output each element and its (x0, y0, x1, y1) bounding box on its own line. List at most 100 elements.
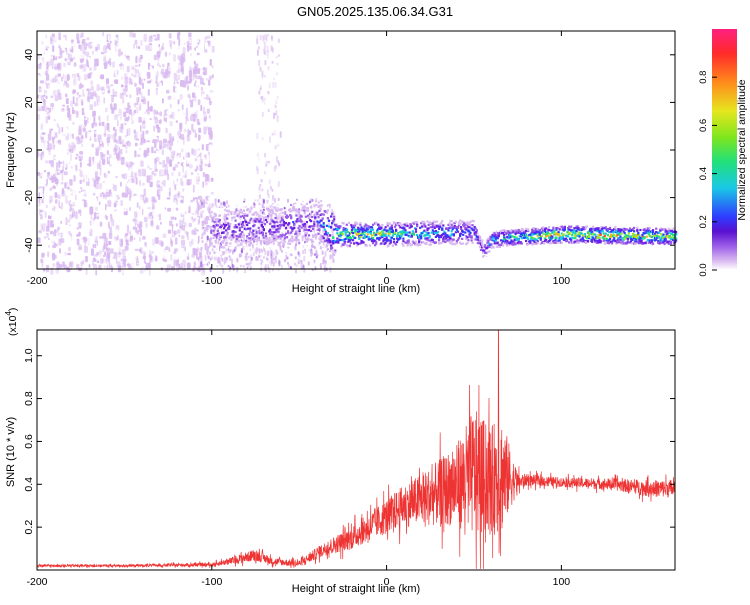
spectrogram-cell (151, 170, 155, 175)
spectrogram-cell (143, 188, 146, 196)
spectrogram-ridge-cell (464, 223, 467, 226)
spectrogram-cell (50, 54, 53, 57)
spectrogram-cell (261, 70, 264, 78)
spectrogram-cell (169, 104, 172, 110)
spectrogram-ridge-cell (252, 229, 255, 232)
spectrogram-cell (41, 167, 44, 174)
spectrogram-ridge-cell (319, 207, 322, 210)
spectrogram-cell (37, 37, 41, 41)
spectrogram-ridge-cell (274, 217, 277, 220)
spectrogram-cell (125, 150, 128, 154)
spectrogram-cell (103, 54, 106, 58)
spectrogram-ridge-cell (254, 220, 257, 223)
spectrogram-cell (313, 259, 316, 263)
spectrogram-cell (44, 211, 47, 219)
spectrogram-cell (80, 134, 84, 143)
spectrogram-cell (96, 46, 99, 51)
spectrogram-cell (72, 75, 75, 80)
spectrogram-cell (45, 233, 48, 241)
spectrogram-cell (188, 45, 192, 51)
spectrogram-cell (181, 254, 185, 258)
spectrogram-cell (106, 179, 111, 186)
spectrogram-cell (178, 38, 181, 45)
spectrogram-cell (161, 224, 165, 231)
spectrogram-cell (110, 173, 115, 180)
spectrogram-cell (264, 129, 267, 132)
spectrogram-cell (154, 69, 158, 75)
spectrogram-cell (89, 206, 94, 215)
spectrogram-cell (82, 88, 84, 95)
spectrogram-cell (135, 227, 138, 233)
spectrogram-ridge-cell (224, 219, 227, 222)
spectrogram-ridge-cell (447, 229, 450, 232)
spectrogram-ridge-cell (464, 231, 467, 234)
spectrogram-cell (149, 44, 153, 51)
spectrogram-cell (48, 215, 52, 220)
spectrogram-cell (115, 34, 119, 38)
spectrogram-ridge-cell (459, 222, 462, 226)
spectrogram-cell (196, 165, 199, 171)
spectrogram-cell (146, 175, 151, 183)
spectrogram-ridge-cell (331, 222, 334, 225)
spectrogram-cell (183, 151, 188, 159)
spectrogram-cell (186, 256, 190, 260)
spectrogram-cell (107, 134, 111, 139)
spectrogram-cell (147, 207, 151, 210)
spectrogram-cell (146, 85, 150, 88)
spectrogram-cell (119, 170, 122, 176)
spectrogram-ridge-cell (423, 221, 426, 224)
spectrogram-ridge-cell (453, 243, 456, 246)
spectrogram-ridge-cell (270, 230, 273, 234)
spectrogram-ridge-cell (386, 221, 389, 225)
spectrogram-cell (166, 197, 171, 200)
spectrogram-cell (269, 185, 272, 190)
spectrogram-cell (147, 80, 152, 84)
spectrogram-cell (43, 223, 47, 226)
spectrogram-cell (139, 66, 142, 73)
spectrogram-ridge-cell (268, 239, 271, 242)
spectrogram-cell (182, 259, 187, 266)
spectrogram-ridge-cell (370, 226, 374, 229)
spectrogram-cell (136, 70, 140, 76)
spectrogram-cell (267, 136, 270, 143)
spectrogram-cell (144, 162, 146, 169)
spectrogram-cell (275, 97, 278, 103)
spectrogram-cell (167, 253, 171, 260)
spectrogram-cell (39, 74, 42, 77)
spectrogram-cell (68, 114, 72, 121)
spectrogram-cell (120, 51, 123, 56)
spectrogram-cell (133, 53, 137, 57)
spectrogram-cell (120, 129, 123, 134)
spectrogram-ridge-cell (235, 234, 238, 238)
spectrogram-cell (76, 123, 79, 129)
spectrogram-ridge-cell (477, 231, 480, 234)
spectrogram-ridge-cell (239, 215, 242, 218)
spectrogram-cell (131, 178, 135, 184)
spectrogram-cell (59, 81, 64, 90)
spectrogram-cell (188, 43, 192, 46)
spectrogram-cell (46, 247, 50, 252)
spectrogram-cell (197, 241, 200, 244)
spectrogram-ridge-cell (214, 240, 217, 243)
spectrogram-cell (244, 256, 247, 261)
spectrogram-cell (192, 129, 196, 133)
spectrogram-cell (181, 208, 186, 215)
spectrogram-cell (63, 171, 68, 176)
spectrogram-cell (110, 74, 115, 82)
spectrogram-cell (267, 250, 270, 257)
spectrogram-cell (115, 228, 119, 237)
spectrogram-ridge-cell (258, 205, 261, 208)
spectrogram-cell (105, 78, 110, 84)
spectrogram-cell (84, 160, 88, 164)
spectrogram-cell (94, 37, 98, 45)
spectrogram-cell (311, 198, 314, 202)
spectrogram-cell (196, 247, 199, 253)
spectrogram-cell (149, 66, 153, 69)
spectrogram-cell (57, 121, 61, 125)
spectrogram-ridge-cell (409, 223, 412, 226)
spectrogram-ridge-cell (359, 235, 362, 239)
spectrogram-ridge-cell (451, 243, 454, 246)
spectrogram-cell (78, 246, 83, 250)
spectrogram-cell (140, 201, 144, 209)
spectrogram-cell (87, 132, 89, 140)
